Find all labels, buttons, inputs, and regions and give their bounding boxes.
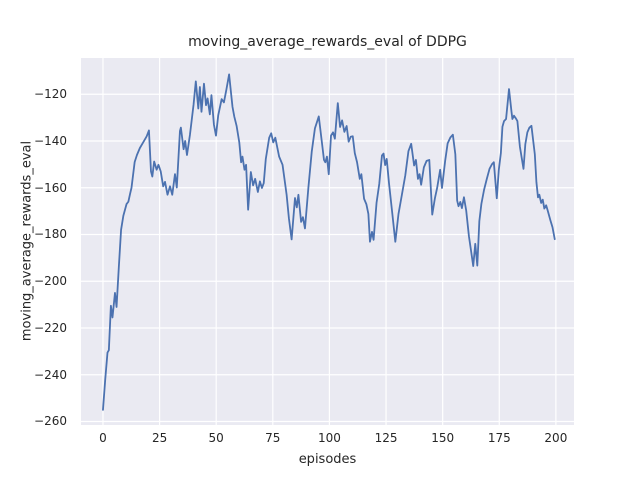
y-tick-label: −200 <box>34 274 67 289</box>
x-tick-label: 0 <box>99 431 107 445</box>
y-tick-label: −140 <box>34 133 67 148</box>
y-tick-label: −220 <box>34 320 67 335</box>
x-tick-label: 150 <box>431 431 455 445</box>
x-tick-label: 50 <box>208 431 224 445</box>
x-tick-label: 75 <box>265 431 281 445</box>
x-tick-label: 100 <box>317 431 341 445</box>
y-tick-label: −260 <box>34 414 67 429</box>
gridlines <box>81 58 574 425</box>
x-tick-label: 175 <box>487 431 511 445</box>
reward-series-line <box>102 73 556 411</box>
y-tick-label: −240 <box>34 367 67 382</box>
plot-background <box>81 58 574 425</box>
y-tick-label: −120 <box>34 87 67 102</box>
y-tick-label: −180 <box>34 227 67 242</box>
x-tick-label: 125 <box>374 431 398 445</box>
x-tick-label: 25 <box>151 431 168 445</box>
y-tick-label: −160 <box>34 180 67 195</box>
x-tick-label: 200 <box>544 431 568 445</box>
x-axis-label: episodes <box>298 452 357 467</box>
chart-title: moving_average_rewards_eval of DDPG <box>188 34 467 50</box>
